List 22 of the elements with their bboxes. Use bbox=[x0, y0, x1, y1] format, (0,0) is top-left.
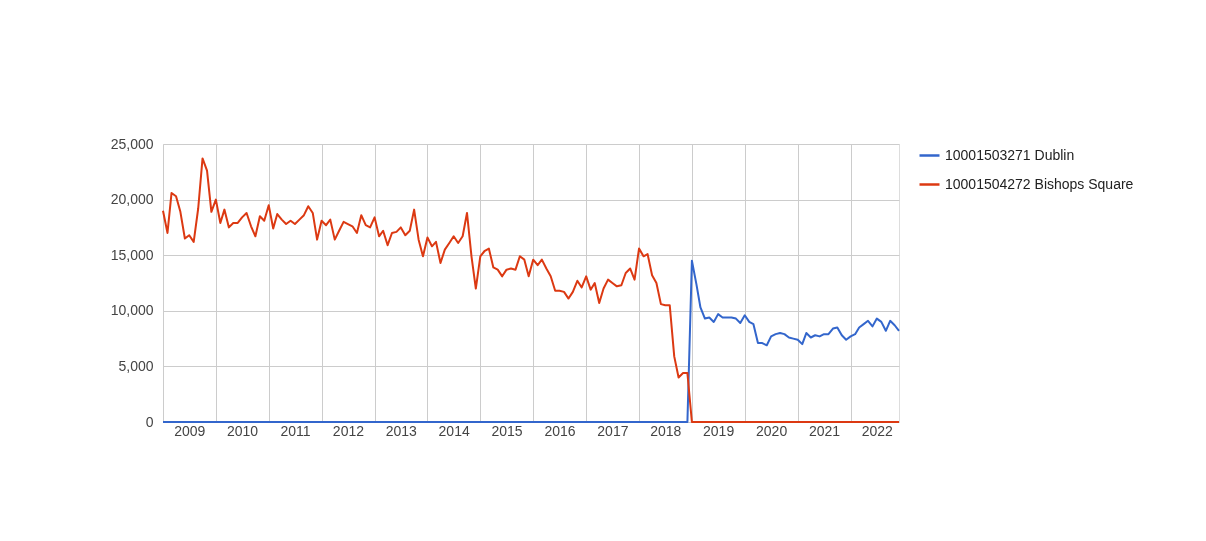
legend-label: 10001503271 Dublin bbox=[945, 146, 1075, 163]
x-tick-label: 2018 bbox=[650, 422, 682, 439]
x-tick-label: 2020 bbox=[756, 422, 788, 439]
x-tick-label: 2010 bbox=[227, 422, 259, 439]
x-tick-label: 2016 bbox=[544, 422, 576, 439]
x-tick-label: 2017 bbox=[597, 422, 629, 439]
y-tick-label: 5,000 bbox=[118, 357, 154, 374]
x-tick-label: 2015 bbox=[491, 422, 523, 439]
y-tick-label: 25,000 bbox=[110, 135, 154, 152]
x-tick-label: 2019 bbox=[703, 422, 735, 439]
y-tick-label: 0 bbox=[145, 413, 154, 430]
x-tick-label: 2012 bbox=[332, 422, 365, 439]
y-tick-label: 15,000 bbox=[110, 246, 154, 263]
y-tick-label: 20,000 bbox=[110, 191, 154, 208]
y-tick-label: 10,000 bbox=[110, 302, 154, 319]
x-tick-label: 2021 bbox=[808, 422, 841, 439]
legend-label: 10001504272 Bishops Square bbox=[945, 175, 1134, 192]
x-tick-label: 2011 bbox=[280, 422, 311, 439]
x-tick-label: 2014 bbox=[438, 422, 470, 439]
x-tick-label: 2013 bbox=[385, 422, 418, 439]
x-tick-label: 2009 bbox=[174, 422, 206, 439]
x-tick-label: 2022 bbox=[861, 422, 894, 439]
